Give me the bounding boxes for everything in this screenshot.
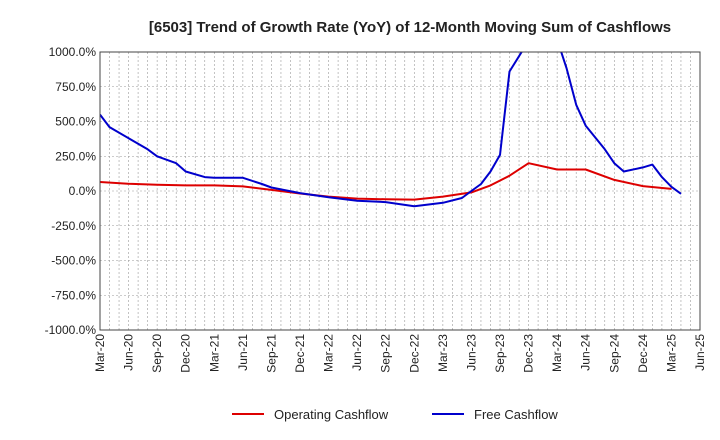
y-tick-label: 750.0%	[55, 80, 96, 94]
x-axis: Mar-20 Jun-20 Sep-20 Dec-20 Mar-21 Jun-21 Sep-…	[93, 334, 707, 373]
grid	[100, 52, 700, 330]
legend-label-free-cashflow: Free Cashflow	[474, 407, 558, 422]
x-tick-label: Sep-24	[607, 334, 621, 373]
x-tick-label: Dec-23	[522, 334, 536, 373]
x-tick-label: Jun-22	[350, 334, 364, 371]
y-tick-label: 0.0%	[69, 184, 97, 198]
x-tick-label: Jun-20	[122, 334, 136, 371]
legend-label-operating-cashflow: Operating Cashflow	[274, 407, 389, 422]
x-tick-label: Jun-24	[579, 334, 593, 371]
y-tick-label: 500.0%	[55, 115, 96, 129]
x-tick-label: Mar-20	[93, 334, 107, 372]
x-tick-label: Mar-22	[322, 334, 336, 372]
y-tick-label: 250.0%	[55, 149, 96, 163]
x-tick-label: Dec-24	[636, 334, 650, 373]
x-tick-label: Mar-24	[550, 334, 564, 372]
x-tick-label: Sep-23	[493, 334, 507, 373]
x-tick-label: Mar-21	[207, 334, 221, 372]
y-axis: 1000.0% 750.0% 500.0% 250.0% 0.0% -250.0% -500…	[45, 45, 97, 337]
chart-title: [6503] Trend of Growth Rate (YoY) of 12-…	[149, 19, 671, 36]
y-tick-label: -750.0%	[51, 288, 96, 302]
x-tick-label: Jun-23	[464, 334, 478, 371]
y-tick-label: -500.0%	[51, 254, 96, 268]
y-tick-label: 1000.0%	[49, 45, 97, 59]
x-tick-label: Sep-21	[264, 334, 278, 373]
series-line-free-cashflow	[100, 52, 682, 208]
x-tick-label: Sep-22	[379, 334, 393, 373]
series-line-operating-cashflow	[100, 162, 672, 201]
x-tick-label: Sep-20	[150, 334, 164, 373]
y-tick-label: -250.0%	[51, 219, 96, 233]
plot-frame	[99, 51, 701, 331]
x-tick-label: Dec-20	[179, 334, 193, 373]
x-tick-label: Mar-25	[664, 334, 678, 372]
x-tick-label: Dec-21	[293, 334, 307, 373]
y-tick-label: -1000.0%	[45, 323, 97, 337]
series-layer	[100, 52, 682, 208]
x-tick-label: Mar-23	[436, 334, 450, 372]
legend: Operating Cashflow Free Cashflow	[232, 407, 558, 422]
x-tick-label: Dec-22	[407, 334, 421, 373]
x-tick-label: Jun-25	[693, 334, 707, 371]
x-tick-label: Jun-21	[236, 334, 250, 371]
